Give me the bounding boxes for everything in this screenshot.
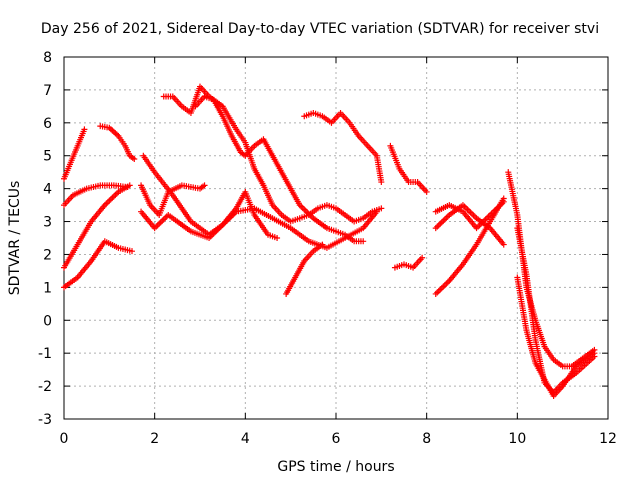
- data-point: [360, 238, 367, 245]
- x-tick-label: 2: [150, 431, 159, 447]
- series-arc-1: [61, 126, 88, 182]
- y-tick-label: 1: [43, 280, 52, 296]
- y-tick-labels: -3 -2 -1 0 1 2 3 4 5 6 7 8: [38, 50, 52, 428]
- series-arc-4: [61, 238, 135, 291]
- series-arc-20: [514, 274, 598, 399]
- series-arc-17: [432, 195, 507, 297]
- series-arc-12: [301, 109, 385, 186]
- y-tick-label: -1: [38, 346, 52, 362]
- y-tick-label: 8: [43, 50, 52, 66]
- x-tick-label: 0: [60, 431, 69, 447]
- x-tick-labels: 0 2 4 6 8 10 12: [60, 431, 617, 447]
- y-tick-label: 2: [43, 247, 52, 263]
- y-tick-label: 6: [43, 116, 52, 132]
- axis-ticks: [63, 56, 609, 420]
- series-arc-11: [283, 241, 326, 297]
- data-point: [500, 241, 507, 248]
- data-point: [378, 205, 385, 212]
- chart-title: Day 256 of 2021, Sidereal Day-to-day VTE…: [41, 21, 599, 37]
- x-axis-label: GPS time / hours: [277, 459, 394, 475]
- data-points: [61, 83, 598, 399]
- y-tick-label: 4: [43, 182, 52, 198]
- x-tick-label: 12: [599, 431, 617, 447]
- data-point: [419, 254, 426, 261]
- series-arc-6: [138, 182, 208, 218]
- series-arc-5: [97, 123, 138, 163]
- data-point: [319, 241, 326, 248]
- y-tick-label: -3: [38, 412, 52, 428]
- series-arc-14: [391, 254, 426, 271]
- y-tick-label: 5: [43, 149, 52, 165]
- y-tick-label: 0: [43, 313, 52, 329]
- data-point: [591, 350, 598, 357]
- y-tick-label: 3: [43, 215, 52, 231]
- data-point: [378, 179, 385, 186]
- x-tick-label: 4: [241, 431, 250, 447]
- x-tick-label: 6: [332, 431, 341, 447]
- series-arc-3: [61, 182, 133, 271]
- series-arc-10: [192, 93, 367, 245]
- y-tick-label: 7: [43, 83, 52, 99]
- data-point: [126, 182, 133, 189]
- x-tick-label: 8: [422, 431, 431, 447]
- y-tick-label: -2: [38, 379, 52, 395]
- data-point: [81, 126, 88, 133]
- grid: [64, 57, 608, 419]
- data-point: [129, 248, 135, 255]
- data-point: [201, 182, 208, 189]
- data-point: [274, 235, 281, 241]
- data-point: [131, 156, 138, 163]
- y-axis-label: SDTVAR / TECUs: [7, 181, 23, 296]
- x-tick-label: 10: [508, 431, 526, 447]
- data-point: [500, 195, 507, 202]
- data-point: [423, 188, 430, 195]
- series-arc-13: [387, 142, 430, 195]
